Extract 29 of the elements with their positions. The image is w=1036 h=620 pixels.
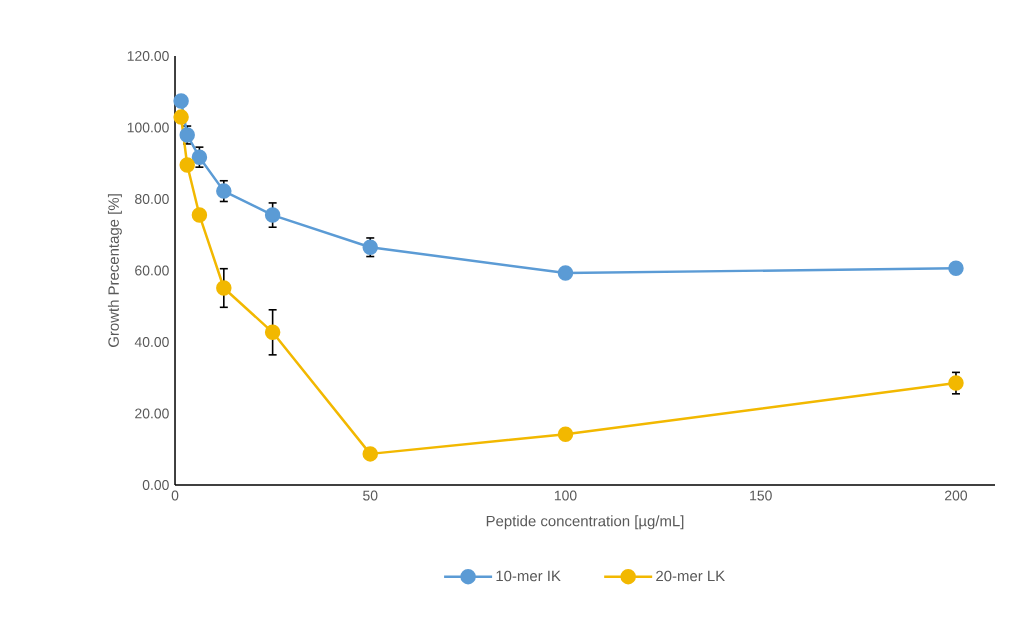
x-tick-label: 100 <box>554 490 577 501</box>
y-axis-title: Growth Precentage [%] <box>107 194 122 347</box>
y-tick-label: 0.00 <box>142 480 169 490</box>
point <box>362 446 378 462</box>
y-tick-label: 100.00 <box>127 122 169 133</box>
point <box>216 280 232 296</box>
x-axis-title: Peptide concentration [µg/mL] <box>486 515 684 530</box>
x-tick-label: 200 <box>945 490 968 501</box>
point <box>173 93 189 109</box>
y-tick-label: 20.00 <box>135 408 169 419</box>
y-tick-label: 60.00 <box>135 265 169 276</box>
point <box>191 207 208 223</box>
x-tick-label: 0 <box>171 490 179 501</box>
x-tick-label: 150 <box>750 490 772 501</box>
y-tick-label: 80.00 <box>135 194 169 204</box>
legend-label: 10-mer IK <box>496 570 561 582</box>
x-tick-label: 50 <box>363 490 378 501</box>
point <box>557 426 574 442</box>
point <box>264 207 281 223</box>
point <box>179 157 195 173</box>
legend-label: 20-mer LK <box>656 570 725 582</box>
y-tick-label: 40.00 <box>134 337 169 347</box>
point <box>216 183 232 199</box>
point <box>948 375 964 391</box>
point <box>557 265 574 281</box>
y-tick-label: 120.00 <box>127 51 169 61</box>
point <box>948 260 964 277</box>
point <box>264 324 281 341</box>
point <box>173 109 189 125</box>
